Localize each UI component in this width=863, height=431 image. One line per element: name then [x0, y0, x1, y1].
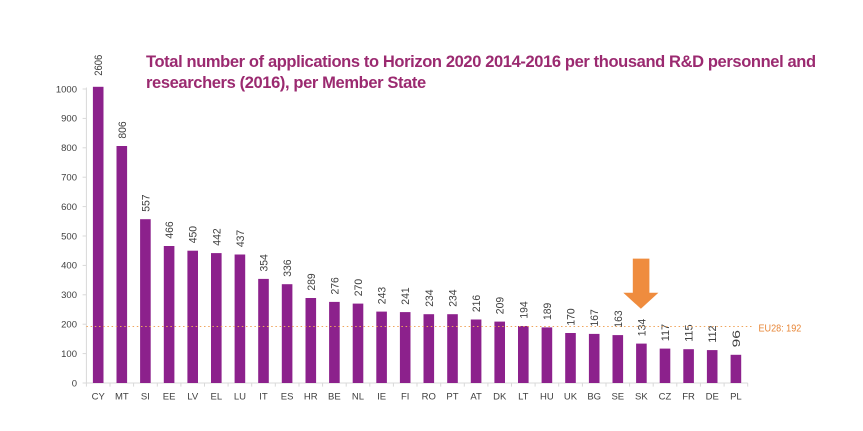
- svg-text:DK: DK: [493, 392, 507, 403]
- svg-text:HU: HU: [540, 392, 554, 403]
- svg-text:209: 209: [495, 297, 507, 314]
- svg-text:LV: LV: [187, 392, 199, 403]
- svg-text:EE: EE: [163, 392, 176, 403]
- svg-text:PL: PL: [730, 392, 742, 403]
- svg-text:FR: FR: [682, 392, 695, 403]
- svg-text:HR: HR: [304, 392, 318, 403]
- svg-text:EL: EL: [210, 392, 222, 403]
- svg-text:2606: 2606: [93, 55, 105, 76]
- svg-text:234: 234: [424, 290, 436, 307]
- svg-text:270: 270: [353, 279, 365, 296]
- svg-text:243: 243: [377, 287, 389, 304]
- svg-text:SK: SK: [635, 392, 648, 403]
- svg-text:CY: CY: [92, 392, 106, 403]
- svg-text:167: 167: [589, 309, 601, 326]
- svg-text:354: 354: [259, 254, 271, 271]
- svg-text:600: 600: [61, 202, 77, 213]
- svg-text:900: 900: [61, 114, 77, 125]
- svg-text:437: 437: [235, 230, 247, 247]
- svg-text:115: 115: [684, 325, 696, 342]
- svg-text:BG: BG: [587, 392, 601, 403]
- svg-text:400: 400: [61, 261, 77, 272]
- svg-text:112: 112: [707, 325, 719, 342]
- svg-text:LU: LU: [234, 392, 246, 403]
- svg-text:0: 0: [72, 378, 77, 389]
- svg-text:800: 800: [61, 143, 77, 154]
- svg-text:500: 500: [61, 231, 77, 242]
- svg-text:276: 276: [329, 277, 341, 294]
- svg-text:NL: NL: [352, 392, 364, 403]
- svg-text:300: 300: [61, 290, 77, 301]
- svg-text:450: 450: [188, 226, 200, 243]
- svg-text:442: 442: [211, 228, 223, 245]
- svg-text:200: 200: [61, 320, 77, 331]
- svg-text:RO: RO: [422, 392, 436, 403]
- svg-text:CZ: CZ: [659, 392, 672, 403]
- svg-text:AT: AT: [470, 392, 482, 403]
- svg-text:EU28: 192: EU28: 192: [759, 323, 802, 335]
- svg-text:96: 96: [731, 330, 743, 347]
- svg-text:700: 700: [61, 173, 77, 184]
- svg-text:SI: SI: [141, 392, 150, 403]
- svg-text:1000: 1000: [56, 84, 77, 95]
- svg-text:241: 241: [400, 287, 412, 304]
- svg-text:DE: DE: [706, 392, 719, 403]
- svg-text:234: 234: [448, 290, 460, 307]
- svg-text:FI: FI: [401, 392, 409, 403]
- svg-text:LT: LT: [518, 392, 529, 403]
- svg-text:289: 289: [306, 273, 318, 290]
- svg-text:100: 100: [61, 349, 77, 360]
- svg-text:189: 189: [542, 303, 554, 320]
- svg-text:194: 194: [518, 301, 530, 318]
- svg-text:117: 117: [660, 324, 672, 341]
- svg-text:336: 336: [282, 260, 294, 277]
- svg-text:134: 134: [636, 319, 648, 336]
- svg-text:SE: SE: [611, 392, 624, 403]
- svg-text:170: 170: [566, 308, 578, 325]
- svg-text:IE: IE: [377, 392, 386, 403]
- svg-text:IT: IT: [259, 392, 268, 403]
- svg-text:466: 466: [164, 221, 176, 238]
- svg-text:216: 216: [471, 295, 483, 312]
- svg-text:163: 163: [613, 310, 625, 327]
- svg-text:PT: PT: [446, 392, 458, 403]
- svg-text:UK: UK: [564, 392, 578, 403]
- svg-text:MT: MT: [115, 392, 129, 403]
- svg-text:806: 806: [117, 121, 129, 138]
- svg-text:ES: ES: [281, 392, 294, 403]
- svg-text:557: 557: [140, 195, 152, 212]
- svg-text:BE: BE: [328, 392, 341, 403]
